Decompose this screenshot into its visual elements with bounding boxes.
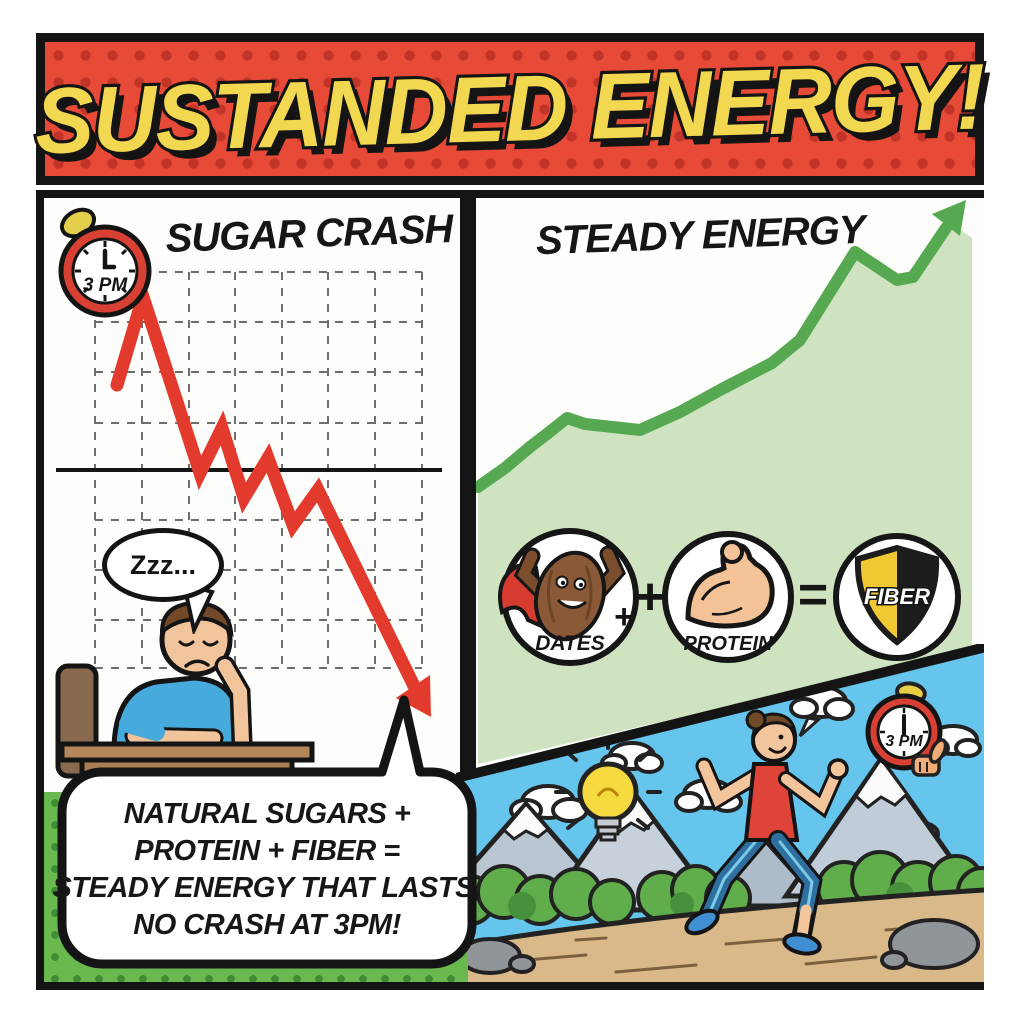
fiber-shield-icon (854, 544, 940, 646)
small-plus: + (614, 598, 634, 636)
sleep-bubble: Zzz... (102, 528, 224, 602)
protein-badge: PROTEIN (662, 531, 794, 663)
frown (184, 659, 210, 668)
panel-divider (460, 198, 476, 786)
fiber-badge: FIBER (833, 533, 961, 661)
speech-line: NATURAL SUGARS + (123, 798, 411, 830)
closed-eye (178, 640, 195, 647)
scene-diagonal-border (456, 644, 984, 784)
clock-hands (102, 248, 117, 270)
alarm-clock-icon: 3 PM (58, 207, 152, 318)
sugar-crash-chart (56, 271, 442, 717)
speech-line: STEADY ENERGY THAT LASTS, (52, 872, 483, 904)
dates-label: DATES (535, 632, 605, 655)
speech-bubble (57, 695, 477, 969)
thumbs-up-icon (911, 738, 948, 777)
date-character-icon (513, 545, 626, 642)
scene-clock-icon: 3 PM (865, 681, 948, 777)
clock-time: 3 PM (83, 275, 129, 296)
banner: SUSTANDED ENERGY! (31, 33, 989, 185)
plus-sign: + (635, 568, 665, 626)
scene-clock-time: 3 PM (885, 733, 923, 750)
energy-line (472, 222, 952, 493)
bicep-arm-icon (685, 540, 775, 629)
banner-title: SUSTANDED ENERGY! (31, 41, 989, 177)
down-arrowhead-icon (396, 675, 431, 717)
runner-figure (684, 709, 849, 956)
steady-energy-chart: DATES + + PROTEIN = FIBER (472, 200, 972, 764)
idea-bulb-icon (554, 734, 662, 842)
equals-sign: = (798, 566, 828, 624)
protein-label: PROTEIN (684, 633, 773, 655)
runner-scene: 3 PM (456, 644, 984, 982)
closed-eye (202, 640, 219, 647)
speech-line: PROTEIN + FIBER = (134, 835, 400, 867)
dates-badge: DATES + (498, 528, 639, 666)
sleep-bubble-text: Zzz... (130, 549, 196, 580)
speech-bubble-text: NATURAL SUGARS + PROTEIN + FIBER = STEAD… (53, 788, 483, 952)
up-arrowhead-icon (932, 200, 966, 236)
fiber-label: FIBER (864, 584, 930, 609)
rock-icon (458, 918, 980, 975)
cloud-icon (509, 724, 982, 851)
crash-line (110, 275, 422, 695)
speech-line: NO CRASH AT 3PM! (133, 909, 401, 941)
